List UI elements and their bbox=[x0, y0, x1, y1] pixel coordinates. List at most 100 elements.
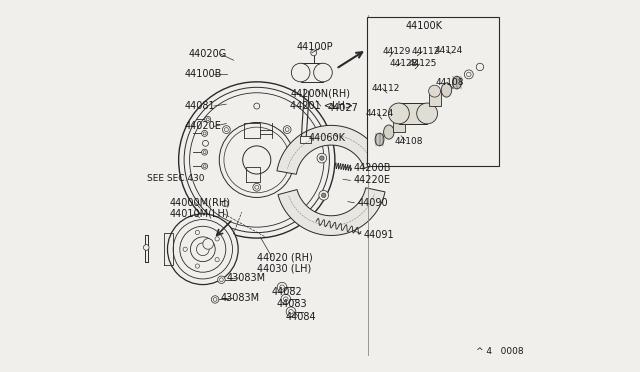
Circle shape bbox=[319, 190, 328, 200]
Circle shape bbox=[285, 201, 291, 206]
Text: 44030 (LH): 44030 (LH) bbox=[257, 264, 311, 273]
Text: 44020G: 44020G bbox=[189, 49, 227, 59]
Circle shape bbox=[319, 156, 324, 160]
Circle shape bbox=[203, 165, 206, 168]
Circle shape bbox=[277, 282, 287, 292]
Text: ^ 4   0008: ^ 4 0008 bbox=[476, 347, 524, 356]
Circle shape bbox=[476, 63, 484, 71]
Circle shape bbox=[280, 285, 284, 289]
Text: 44124: 44124 bbox=[435, 46, 463, 55]
Circle shape bbox=[417, 103, 438, 124]
Circle shape bbox=[285, 128, 289, 132]
Bar bbox=[301, 63, 323, 82]
Circle shape bbox=[189, 93, 324, 227]
Text: 44090: 44090 bbox=[357, 199, 388, 208]
Circle shape bbox=[317, 153, 326, 163]
Bar bbox=[429, 91, 440, 106]
Circle shape bbox=[195, 230, 200, 235]
Bar bbox=[393, 117, 405, 132]
Circle shape bbox=[220, 278, 223, 282]
Circle shape bbox=[220, 122, 294, 198]
Circle shape bbox=[291, 63, 310, 82]
Text: 44108: 44108 bbox=[394, 137, 423, 146]
Text: 44112: 44112 bbox=[371, 84, 400, 93]
Circle shape bbox=[203, 151, 206, 154]
Text: 44020E: 44020E bbox=[184, 122, 221, 131]
Text: 44108: 44108 bbox=[435, 78, 464, 87]
Circle shape bbox=[465, 70, 473, 79]
Bar bbox=[399, 103, 427, 124]
Circle shape bbox=[289, 310, 293, 314]
Circle shape bbox=[179, 82, 335, 238]
Circle shape bbox=[284, 126, 291, 134]
Circle shape bbox=[223, 126, 230, 134]
Circle shape bbox=[254, 103, 260, 109]
Text: 44027: 44027 bbox=[328, 103, 358, 113]
Text: 44220E: 44220E bbox=[353, 176, 390, 185]
Text: 44000M(RH): 44000M(RH) bbox=[170, 198, 230, 208]
Circle shape bbox=[222, 201, 228, 206]
Ellipse shape bbox=[383, 125, 394, 139]
Text: 44124: 44124 bbox=[365, 109, 394, 118]
Ellipse shape bbox=[452, 76, 461, 89]
Circle shape bbox=[310, 50, 317, 56]
Circle shape bbox=[203, 132, 206, 135]
Text: 43083M: 43083M bbox=[227, 273, 266, 283]
Circle shape bbox=[183, 247, 188, 251]
Circle shape bbox=[215, 257, 220, 262]
Circle shape bbox=[225, 128, 228, 132]
Circle shape bbox=[253, 183, 260, 191]
Text: 43083M: 43083M bbox=[220, 293, 259, 302]
Polygon shape bbox=[277, 125, 383, 174]
Circle shape bbox=[202, 149, 207, 155]
Text: 44128: 44128 bbox=[390, 59, 419, 68]
Text: 44125: 44125 bbox=[408, 60, 437, 68]
Circle shape bbox=[243, 146, 271, 174]
Circle shape bbox=[211, 296, 219, 303]
Circle shape bbox=[184, 87, 330, 232]
Text: 44112: 44112 bbox=[411, 47, 440, 56]
Ellipse shape bbox=[375, 133, 384, 146]
Circle shape bbox=[286, 307, 296, 317]
Circle shape bbox=[321, 193, 326, 198]
Text: 44200B: 44200B bbox=[353, 163, 391, 173]
Text: 44129: 44129 bbox=[383, 47, 411, 56]
Circle shape bbox=[215, 237, 220, 241]
Bar bbox=[367, 17, 499, 166]
Circle shape bbox=[393, 111, 405, 123]
Circle shape bbox=[202, 140, 209, 146]
Text: 44100P: 44100P bbox=[297, 42, 333, 51]
Ellipse shape bbox=[441, 83, 452, 97]
Circle shape bbox=[224, 127, 289, 193]
Circle shape bbox=[202, 163, 207, 169]
Circle shape bbox=[284, 297, 288, 301]
Circle shape bbox=[196, 243, 209, 256]
Circle shape bbox=[281, 294, 291, 304]
Bar bbox=[300, 136, 312, 143]
Text: 44201 <LH>: 44201 <LH> bbox=[291, 101, 353, 111]
Circle shape bbox=[180, 226, 226, 272]
Circle shape bbox=[467, 72, 471, 77]
Circle shape bbox=[255, 185, 259, 189]
Text: 44060K: 44060K bbox=[308, 134, 345, 143]
Circle shape bbox=[191, 237, 215, 262]
Text: 44084: 44084 bbox=[286, 312, 316, 322]
Text: 44081: 44081 bbox=[184, 101, 215, 111]
Circle shape bbox=[218, 276, 225, 283]
Text: 44100B: 44100B bbox=[184, 70, 221, 79]
Text: SEE SEC.430: SEE SEC.430 bbox=[147, 174, 205, 183]
Text: 44083: 44083 bbox=[276, 299, 307, 309]
Text: 44010M(LH): 44010M(LH) bbox=[170, 209, 229, 219]
Circle shape bbox=[314, 63, 332, 82]
Text: 44200N(RH): 44200N(RH) bbox=[291, 89, 350, 99]
Circle shape bbox=[143, 245, 149, 250]
Circle shape bbox=[213, 298, 217, 301]
Text: 44020 (RH): 44020 (RH) bbox=[257, 253, 312, 262]
Circle shape bbox=[206, 118, 209, 121]
Text: 44100K: 44100K bbox=[406, 21, 443, 31]
Text: 44091: 44091 bbox=[364, 230, 394, 240]
Polygon shape bbox=[278, 188, 385, 235]
Circle shape bbox=[388, 103, 410, 124]
Circle shape bbox=[205, 116, 211, 122]
Circle shape bbox=[305, 140, 311, 146]
